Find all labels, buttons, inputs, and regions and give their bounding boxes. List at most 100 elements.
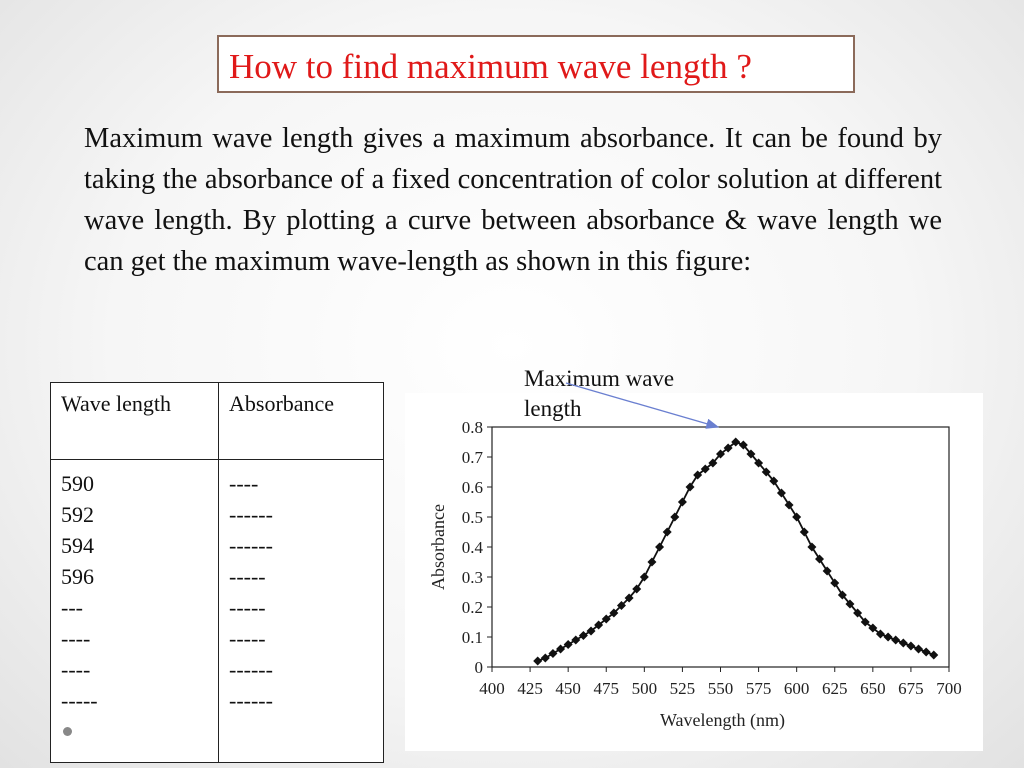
data-point <box>898 638 908 648</box>
data-point <box>586 626 596 636</box>
x-tick-label: 400 <box>479 679 505 698</box>
wave-length-cell: 592 <box>61 502 94 527</box>
max-wavelength-annotation: Maximum wave length <box>524 364 674 424</box>
data-point <box>799 527 809 537</box>
x-tick-label: 450 <box>555 679 581 698</box>
data-point <box>548 649 558 658</box>
data-point <box>754 458 764 468</box>
data-point <box>708 458 718 468</box>
data-point <box>883 632 893 642</box>
data-point <box>837 590 847 600</box>
data-point <box>556 644 566 654</box>
description-paragraph: Maximum wave length gives a maximum abso… <box>84 123 942 277</box>
absorbance-column: ---- ------ ------ ----- ----- ----- ---… <box>218 459 384 763</box>
data-point <box>655 542 665 552</box>
data-point <box>731 437 741 447</box>
absorbance-cell: ----- <box>229 595 266 620</box>
absorbance-cell: ----- <box>229 564 266 589</box>
wave-length-cell: 590 <box>61 471 94 496</box>
data-point <box>693 470 703 480</box>
data-point <box>891 635 901 645</box>
data-point <box>860 617 870 627</box>
y-tick-label: 0.3 <box>462 568 483 587</box>
data-point <box>830 578 840 588</box>
data-point <box>853 608 863 618</box>
y-tick-label: 0.4 <box>462 538 484 557</box>
data-point <box>677 497 687 507</box>
x-tick-label: 700 <box>936 679 962 698</box>
data-point <box>624 593 634 603</box>
data-point <box>563 640 573 649</box>
wave-length-column: 590 592 594 596 --- ---- ---- ----- <box>50 459 219 763</box>
x-tick-label: 575 <box>746 679 772 698</box>
x-tick-label: 425 <box>517 679 543 698</box>
y-tick-label: 0.6 <box>462 478 483 497</box>
y-tick-label: 0.1 <box>462 628 483 647</box>
data-point <box>746 449 756 459</box>
table-header-row: Wave length Absorbance <box>50 382 384 460</box>
data-point <box>845 599 855 609</box>
chart-panel: 400 425 450 475 500 525 550 575 600 625 650 675 700 0… <box>405 393 983 751</box>
x-tick-label: 600 <box>784 679 810 698</box>
data-point <box>716 449 725 459</box>
data-point <box>594 620 604 630</box>
absorbance-chart: 400 425 450 475 500 525 550 575 600 625 650 675 700 0… <box>428 418 962 731</box>
annotation-line-2: length <box>524 396 582 421</box>
absorbance-cell: ------ <box>229 533 273 558</box>
x-tick-label: 500 <box>632 679 658 698</box>
bullet-dot-icon <box>63 727 72 736</box>
wave-length-cell: ---- <box>61 657 91 682</box>
x-tick-label: 475 <box>594 679 620 698</box>
wave-length-cell: ---- <box>61 626 91 651</box>
header-absorbance: Absorbance <box>218 382 384 460</box>
y-tick-label: 0.2 <box>462 598 483 617</box>
data-point <box>533 656 543 666</box>
data-point <box>921 647 931 657</box>
data-point <box>929 650 939 660</box>
y-tick-label: 0.8 <box>462 418 483 437</box>
data-point <box>769 476 779 486</box>
data-point <box>776 488 786 498</box>
absorbance-cell: ---- <box>229 471 259 496</box>
absorbance-cell: ----- <box>229 626 266 651</box>
data-point <box>784 500 794 510</box>
y-tick-label: 0 <box>475 658 484 677</box>
x-tick-label: 650 <box>860 679 886 698</box>
data-point <box>700 464 710 474</box>
absorbance-cell: ------ <box>229 688 273 713</box>
absorbance-cell: ------ <box>229 657 273 682</box>
data-point <box>761 467 771 477</box>
data-point <box>670 512 680 522</box>
data-point <box>906 641 916 651</box>
wave-length-cell: 594 <box>61 533 94 558</box>
x-tick-label: 525 <box>670 679 696 698</box>
data-point <box>540 653 550 663</box>
y-tick-label: 0.7 <box>462 448 484 467</box>
y-axis-label: Absorbance <box>428 504 448 590</box>
data-point <box>632 584 642 594</box>
wave-length-cell: 596 <box>61 564 94 589</box>
data-point <box>807 542 817 552</box>
data-point <box>738 440 748 450</box>
header-wave-length: Wave length <box>50 382 219 460</box>
x-tick-label: 675 <box>898 679 924 698</box>
data-point <box>571 635 581 645</box>
data-point <box>868 623 878 633</box>
data-point <box>685 482 695 492</box>
x-tick-label: 550 <box>708 679 734 698</box>
wavelength-table: Wave length Absorbance 590 592 594 596 -… <box>50 382 384 763</box>
y-tick-label: 0.5 <box>462 508 483 527</box>
slide-title: How to find maximum wave length ? <box>229 47 752 86</box>
data-point <box>723 443 733 453</box>
data-point <box>601 614 611 624</box>
x-axis-label: Wavelength (nm) <box>660 710 785 731</box>
table-row: 590 592 594 596 --- ---- ---- ----- ----… <box>50 459 384 763</box>
wave-length-cell: ----- <box>61 688 98 713</box>
data-point <box>822 566 832 576</box>
data-point <box>815 554 825 564</box>
title-box: How to find maximum wave length ? <box>217 35 855 93</box>
data-point <box>609 608 619 618</box>
data-point <box>616 601 626 610</box>
data-point <box>662 527 672 537</box>
wave-length-cell: --- <box>61 595 83 620</box>
